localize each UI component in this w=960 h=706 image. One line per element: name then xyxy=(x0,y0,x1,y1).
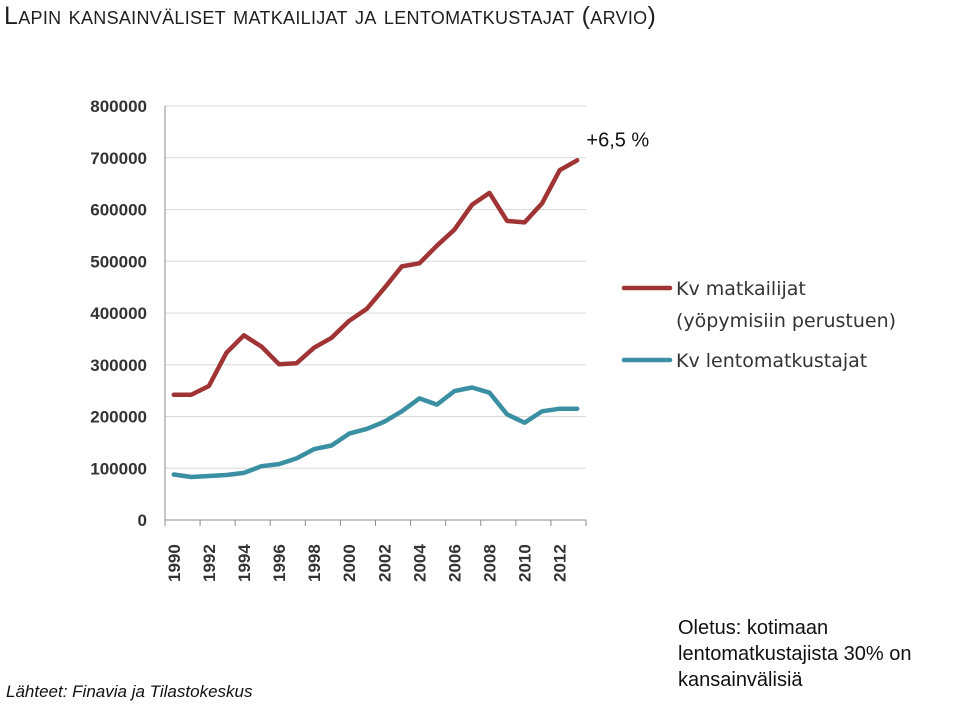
x-tick-label: 1990 xyxy=(165,544,184,582)
x-tick-label: 2008 xyxy=(481,544,500,582)
x-tick-label: 2002 xyxy=(375,544,394,582)
x-tick-label: 1994 xyxy=(235,544,254,582)
y-tick-label: 800000 xyxy=(90,97,147,116)
legend-label: Kv matkailijat xyxy=(676,278,806,300)
chart-series xyxy=(171,158,580,480)
x-tick-label: 2000 xyxy=(340,544,359,582)
x-tick-label: 2010 xyxy=(516,544,535,582)
y-tick-label: 400000 xyxy=(90,304,147,323)
chart-axes xyxy=(164,106,587,526)
x-tick-label: 2012 xyxy=(551,544,570,582)
y-axis-ticks: 0 100000 200000 300000 400000 500000 600000 700… xyxy=(90,97,147,530)
x-tick-label: 2006 xyxy=(445,544,464,582)
x-tick-label: 2004 xyxy=(410,544,429,582)
y-tick-label: 100000 xyxy=(90,459,147,478)
x-tick-label: 1998 xyxy=(305,544,324,582)
page-title: Lapin kansainväliset matkailijat ja lent… xyxy=(4,2,657,30)
growth-annotation: +6,5 % xyxy=(586,129,649,151)
source-note: Lähteet: Finavia ja Tilastokeskus xyxy=(6,682,253,701)
series-line-1 xyxy=(171,158,580,398)
chart-legend: Kv matkailijat (yöpymisiin perustuen) Kv l… xyxy=(621,278,896,372)
chart-annotations: +6,5 % xyxy=(586,129,649,151)
x-tick-label: 1996 xyxy=(270,544,289,582)
y-tick-label: 0 xyxy=(138,511,147,530)
series-line-2 xyxy=(171,385,580,480)
y-tick-label: 700000 xyxy=(90,149,147,168)
legend-label-cont: (yöpymisiin perustuen) xyxy=(676,310,896,332)
chart-grid xyxy=(165,105,586,469)
x-axis-ticks: 1990 1992 1994 1996 1998 2000 2002 2004 2006 2008… xyxy=(165,544,570,582)
y-tick-label: 300000 xyxy=(90,356,147,375)
assumption-note: Oletus: kotimaan lentomatkustajista 30% … xyxy=(678,617,912,691)
y-tick-label: 200000 xyxy=(90,408,147,427)
y-tick-label: 600000 xyxy=(90,201,147,220)
x-tick-label: 1992 xyxy=(200,544,219,582)
y-tick-label: 500000 xyxy=(90,252,147,271)
legend-label: Kv lentomatkustajat xyxy=(676,350,867,372)
